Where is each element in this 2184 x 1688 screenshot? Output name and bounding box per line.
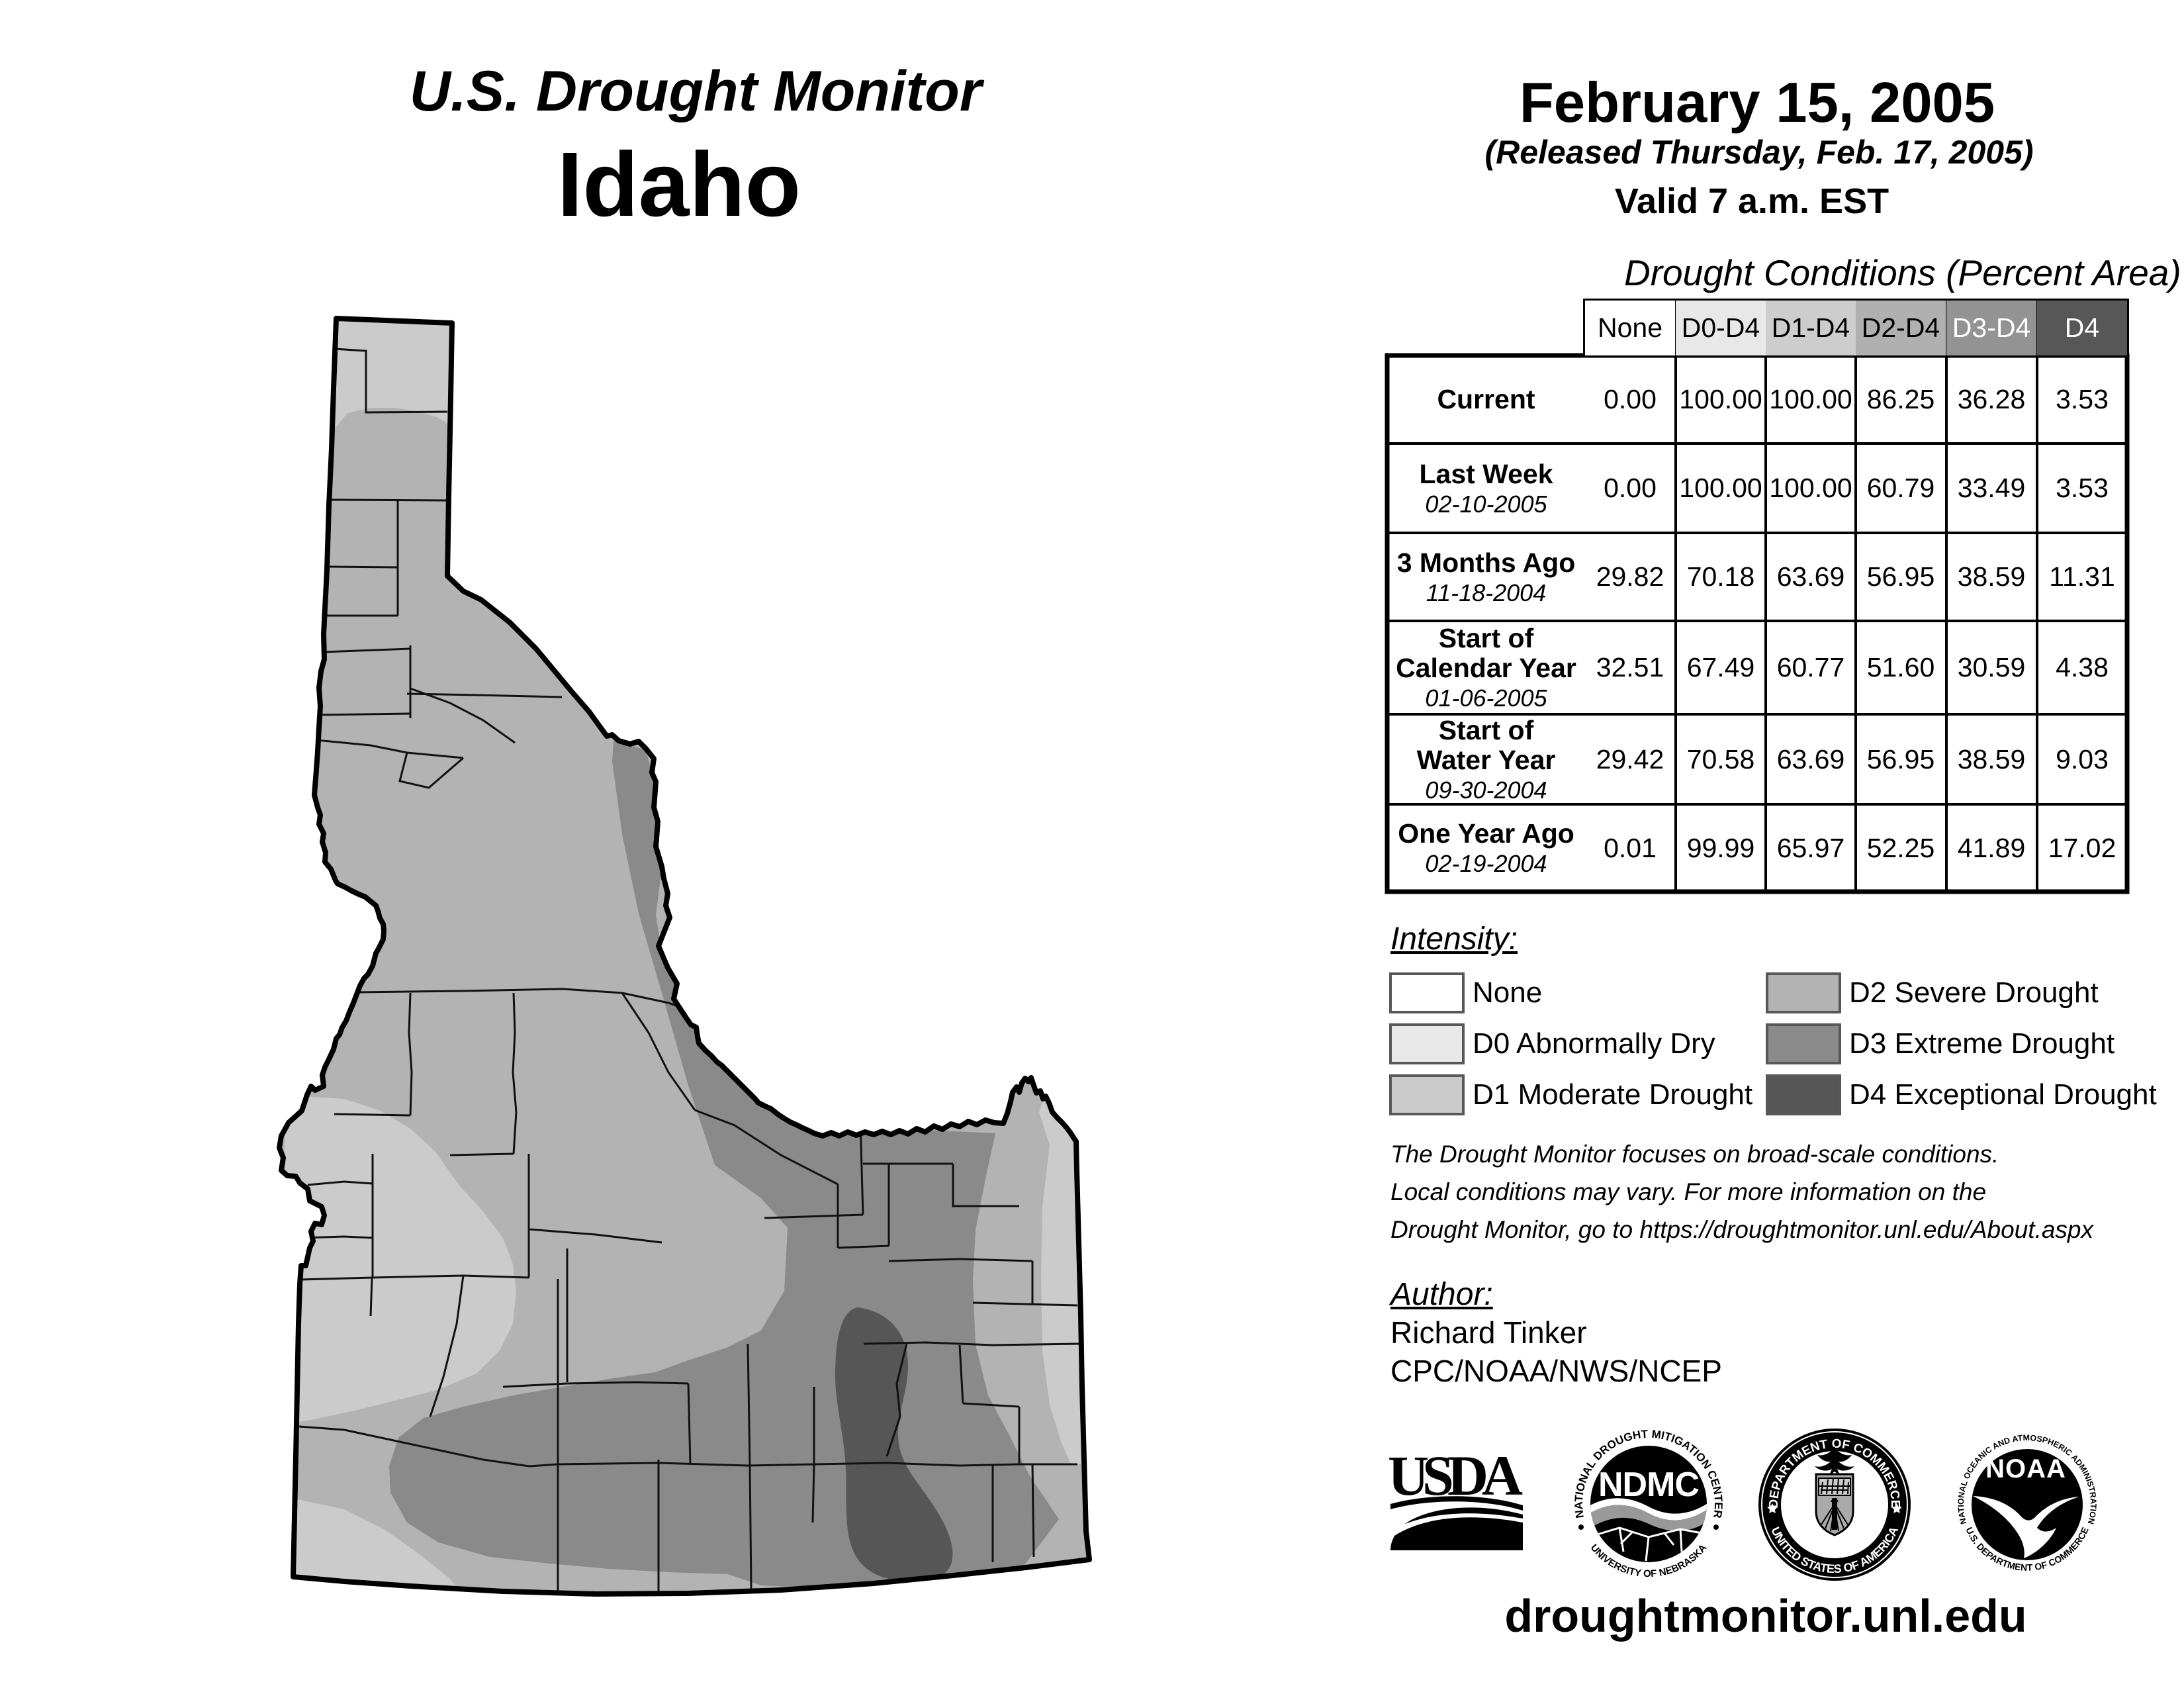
svg-text:NDMC: NDMC <box>1598 1466 1699 1504</box>
svg-text:NOAA: NOAA <box>1985 1454 2066 1483</box>
